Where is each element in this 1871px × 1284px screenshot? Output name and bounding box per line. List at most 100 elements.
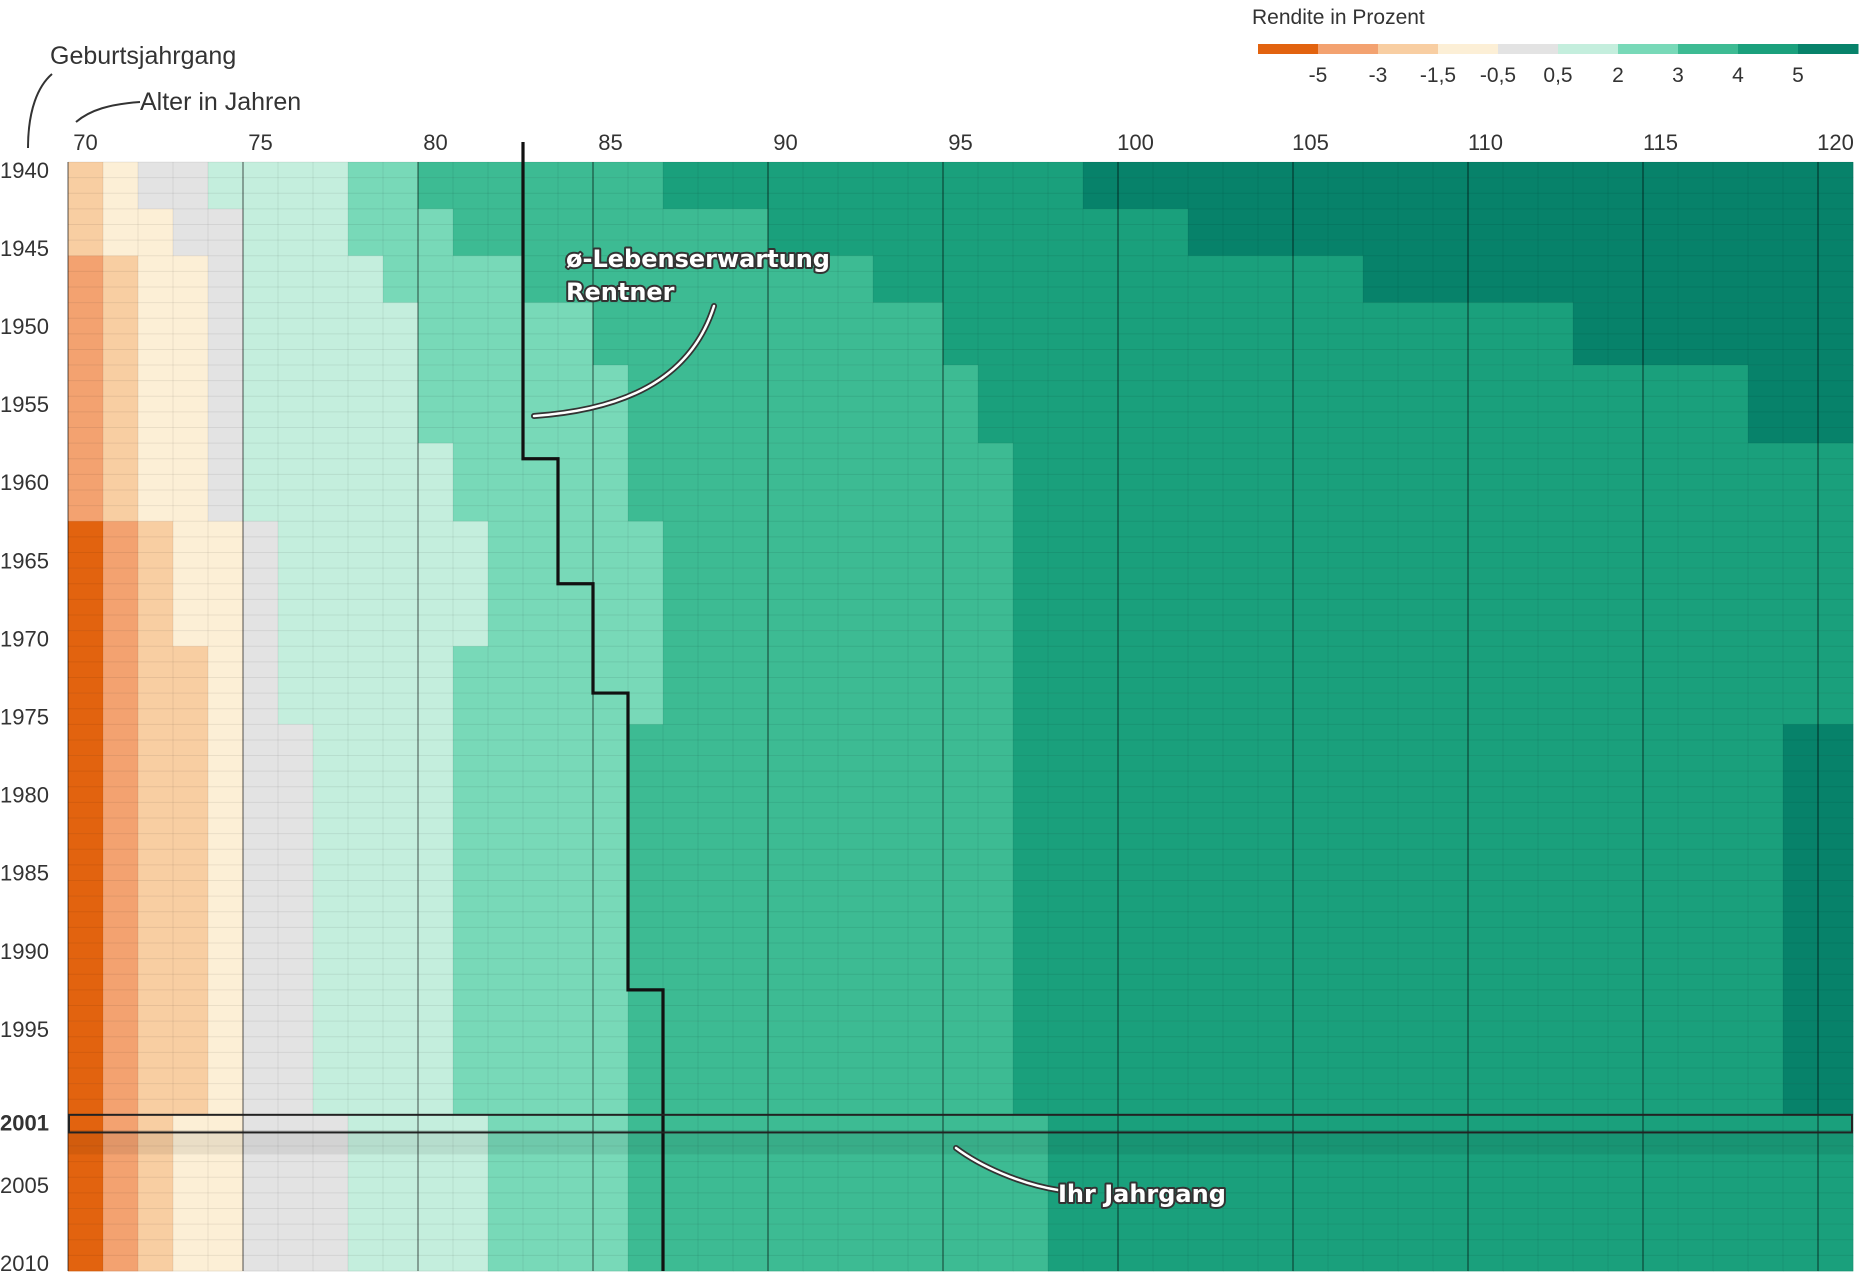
heatmap-cell [733,927,769,944]
heatmap-cell [1363,1177,1399,1194]
heatmap-cell [628,474,664,491]
heatmap-cell [418,286,454,303]
heatmap-cell [1818,1067,1854,1084]
heatmap-cell [1188,771,1224,788]
heatmap-cell [593,802,629,819]
heatmap-cell [1538,1036,1574,1053]
heatmap-cell [1118,1192,1154,1209]
heatmap-cell [1678,880,1714,897]
heatmap-cell [1433,708,1469,725]
heatmap-cell [943,802,979,819]
heatmap-cell [1363,599,1399,616]
heatmap-cell [768,1052,804,1069]
heatmap-cell [558,365,594,381]
y-tick-label: 1970 [0,626,49,651]
heatmap-cell [1538,1083,1574,1100]
heatmap-cell [488,693,524,709]
heatmap-cell [1818,771,1854,788]
heatmap-cell [1398,677,1434,694]
heatmap-cell [1293,755,1329,772]
heatmap-cell [1643,880,1679,897]
heatmap-cell [1503,224,1539,241]
heatmap-cell [1748,349,1784,366]
heatmap-cell [1048,943,1084,959]
heatmap-cell [628,490,664,506]
heatmap-cell [1083,536,1119,553]
heatmap-cell [698,193,734,210]
legend-swatch [1798,44,1859,54]
heatmap-cell [1083,271,1119,288]
heatmap-cell [1643,1052,1679,1069]
heatmap-cell [593,755,629,772]
heatmap-cell [1713,911,1749,928]
heatmap-cell [243,583,279,600]
heatmap-cell [1153,708,1189,725]
heatmap-cell [1188,427,1224,444]
heatmap-cell [488,974,524,991]
heatmap-cell [733,411,769,428]
heatmap-cell [243,818,279,834]
heatmap-cell [243,521,279,538]
heatmap-cell [243,552,279,569]
legend-title: Rendite in Prozent [1252,6,1425,29]
life-expectancy-line [521,142,665,1272]
heatmap-cell [488,771,524,788]
heatmap-cell [943,333,979,350]
heatmap-cell [873,614,909,631]
heatmap-cell [943,224,979,241]
heatmap-cell [978,864,1014,881]
heatmap-cell [348,630,384,647]
heatmap-cell [698,849,734,866]
heatmap-cell [1818,536,1854,553]
heatmap-cell [1258,240,1294,257]
heatmap-cell [558,1239,594,1256]
heatmap-cell [873,802,909,819]
heatmap-cell [1363,1146,1399,1162]
heatmap-cell [278,896,314,913]
heatmap-cell [68,380,104,397]
heatmap-cell [1748,255,1784,272]
heatmap-cell [1608,771,1644,788]
heatmap-cell [663,411,699,428]
heatmap-cell [1293,443,1329,460]
heatmap-cell [593,349,629,366]
heatmap-cell [768,849,804,866]
heatmap-cell [348,286,384,303]
heatmap-cell [208,1021,244,1038]
heatmap-cell [1643,177,1679,194]
heatmap-cell [733,224,769,241]
heatmap-cell [138,802,174,819]
heatmap-cell [698,583,734,600]
heatmap-cell [348,646,384,663]
heatmap-cell [873,1052,909,1069]
heatmap-cell [838,474,874,491]
heatmap-cell [1503,1146,1539,1162]
heatmap-cell [838,1192,874,1209]
heatmap-cell [138,411,174,428]
heatmap-cell [173,927,209,944]
heatmap-cell [1223,599,1259,616]
heatmap-cell [1643,1255,1679,1272]
heatmap-cell [383,490,419,506]
heatmap-cell [1433,1146,1469,1162]
heatmap-cell [1748,1161,1784,1178]
heatmap-cell [1678,1130,1714,1147]
heatmap-cell [1328,1224,1364,1241]
heatmap-cell [1643,661,1679,678]
heatmap-cell [488,896,524,913]
heatmap-cell [348,1161,384,1178]
heatmap-cell [1468,1255,1504,1272]
heatmap-cell [348,568,384,585]
heatmap-cell [1083,333,1119,350]
heatmap-cell [1153,1208,1189,1225]
heatmap-cell [1468,396,1504,413]
heatmap-cell [313,693,349,709]
heatmap-cell [733,677,769,694]
heatmap-cell [1503,505,1539,522]
heatmap-cell [908,349,944,366]
heatmap-cell [663,286,699,303]
heatmap-cell [313,302,349,319]
heatmap-cell [1468,708,1504,725]
heatmap-cell [698,974,734,991]
heatmap-cell [908,536,944,553]
